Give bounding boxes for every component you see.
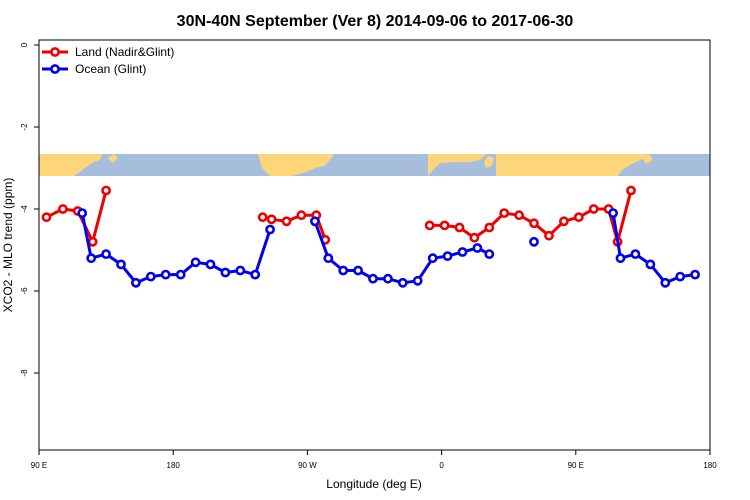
- series-line: [611, 212, 696, 285]
- data-point: [87, 236, 98, 247]
- data-point: [457, 247, 468, 257]
- data-point: [514, 210, 524, 221]
- map-land-japan: [108, 154, 118, 163]
- y-tick-label: -8: [20, 369, 29, 377]
- data-point: [41, 212, 52, 223]
- map-land-asia-east: [39, 154, 102, 176]
- data-point: [645, 259, 656, 270]
- data-point: [130, 277, 141, 288]
- data-point: [309, 216, 320, 227]
- data-point: [427, 253, 438, 264]
- chart-title: 30N-40N September (Ver 8) 2014-09-06 to …: [177, 13, 574, 30]
- data-point: [529, 236, 539, 247]
- y-tick-label: -6: [20, 287, 29, 295]
- data-point: [368, 273, 378, 284]
- data-point: [675, 271, 686, 282]
- data-point: [58, 204, 68, 214]
- series-line: [45, 190, 108, 244]
- data-point: [615, 253, 626, 264]
- x-tick-label: 180: [167, 461, 181, 470]
- data-point: [101, 249, 111, 259]
- series-line: [429, 190, 633, 244]
- data-point: [338, 265, 349, 276]
- data-point: [250, 269, 261, 280]
- x-tick-label: 0: [439, 461, 444, 470]
- map-land-europe-africa: [428, 154, 486, 176]
- y-axis: 0 -2 -4 -6 -8 XCO2 - MLO trend (ppm): [1, 42, 39, 377]
- data-point: [205, 259, 216, 270]
- data-point: [353, 265, 363, 276]
- x-axis-label: Longitude (deg E): [326, 477, 421, 491]
- data-point: [484, 249, 495, 259]
- data-point: [472, 243, 483, 253]
- data-point: [469, 232, 480, 243]
- y-tick-label: -4: [20, 205, 29, 213]
- data-point: [588, 204, 599, 214]
- map-land-japan-repeat: [642, 155, 653, 164]
- legend-swatch-ocean-marker: [50, 64, 60, 74]
- data-point: [690, 269, 700, 280]
- data-point: [573, 212, 584, 223]
- data-point: [630, 249, 641, 259]
- data-point: [626, 185, 636, 196]
- y-tick-label: -2: [20, 123, 29, 131]
- data-point: [190, 257, 201, 268]
- map-strip: [39, 154, 710, 176]
- data-point: [145, 271, 156, 282]
- map-land-mediterranean-east: [484, 156, 494, 168]
- series-ocean-glint: [77, 208, 700, 288]
- data-point: [101, 185, 111, 196]
- x-tick-label: 90 W: [298, 461, 317, 470]
- map-strip-land: [39, 154, 653, 176]
- series-land-nadir-glint: [41, 185, 636, 247]
- data-point: [660, 277, 671, 288]
- data-point: [529, 218, 539, 229]
- legend-label-ocean: Ocean (Glint): [75, 62, 146, 76]
- legend-swatch-land-marker: [50, 47, 60, 57]
- data-point: [266, 214, 277, 225]
- x-tick-label: 180: [703, 461, 717, 470]
- data-point: [235, 265, 246, 276]
- plot-frame: [38, 39, 711, 451]
- data-point: [296, 210, 307, 221]
- data-point: [77, 208, 88, 218]
- data-point: [442, 251, 453, 261]
- data-point: [397, 277, 408, 288]
- data-point: [424, 220, 435, 231]
- map-land-asia-west: [496, 154, 650, 176]
- data-point: [323, 253, 334, 264]
- data-point: [382, 273, 393, 284]
- x-tick-label: 90 E: [568, 461, 584, 470]
- x-axis: 90 E 180 90 W 0 90 E 180 Longitude (deg …: [31, 450, 717, 491]
- data-point: [439, 220, 450, 231]
- data-point: [265, 224, 275, 235]
- data-point: [412, 275, 423, 286]
- data-point: [454, 222, 465, 233]
- data-point: [175, 269, 186, 280]
- legend-label-land: Land (Nadir&Glint): [75, 45, 174, 59]
- data-point: [608, 208, 618, 218]
- series-layer: [41, 185, 700, 288]
- map-land-north-america: [258, 154, 334, 176]
- data-point: [257, 212, 268, 223]
- data-point: [220, 267, 231, 278]
- data-point: [544, 230, 554, 241]
- data-point: [116, 259, 126, 270]
- data-point: [499, 208, 510, 218]
- x-tick-label: 90 E: [31, 461, 47, 470]
- data-point: [484, 222, 495, 233]
- y-tick-label: 0: [20, 42, 29, 47]
- legend: Land (Nadir&Glint) Ocean (Glint): [42, 45, 174, 76]
- data-point: [160, 269, 171, 280]
- y-axis-label: XCO2 - MLO trend (ppm): [1, 178, 15, 313]
- data-point: [559, 216, 569, 227]
- data-point: [281, 216, 292, 227]
- data-point: [86, 253, 97, 264]
